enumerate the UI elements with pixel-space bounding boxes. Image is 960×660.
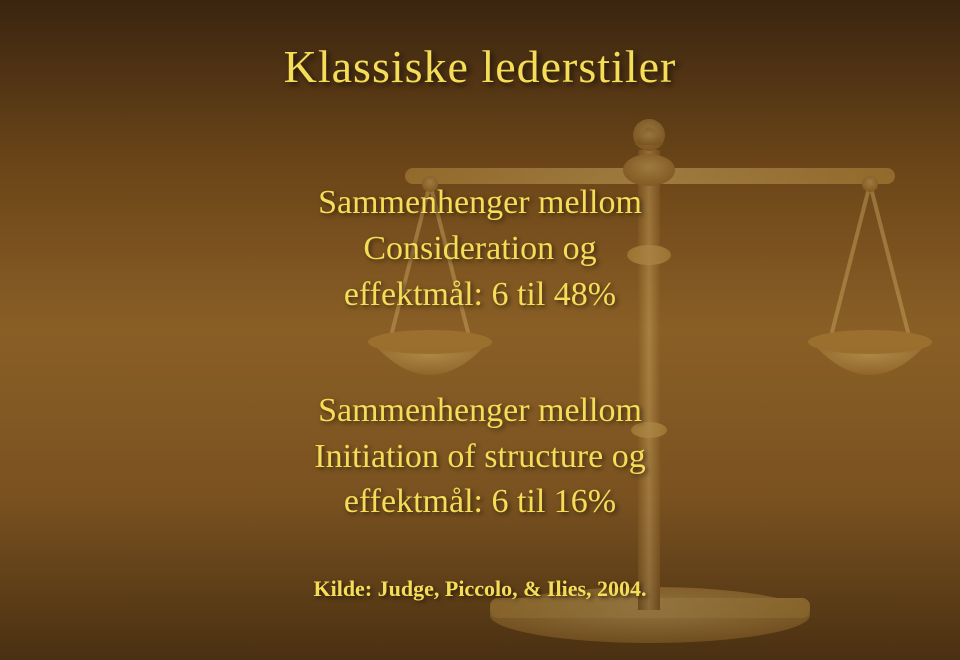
citation: Kilde: Judge, Piccolo, & Ilies, 2004.	[0, 576, 960, 602]
slide-body: Sammenhenger mellom Consideration og eff…	[0, 180, 960, 525]
line: Sammenhenger mellom	[0, 180, 960, 226]
line: Initiation of structure og	[0, 434, 960, 480]
line: Sammenhenger mellom	[0, 388, 960, 434]
paragraph-1: Sammenhenger mellom Consideration og eff…	[0, 180, 960, 318]
paragraph-2: Sammenhenger mellom Initiation of struct…	[0, 388, 960, 526]
slide-title: Klassiske lederstiler	[0, 40, 960, 93]
line: Consideration og	[0, 226, 960, 272]
line: effektmål: 6 til 16%	[0, 479, 960, 525]
slide: Klassiske lederstiler Sammenhenger mello…	[0, 0, 960, 660]
line: effektmål: 6 til 48%	[0, 272, 960, 318]
